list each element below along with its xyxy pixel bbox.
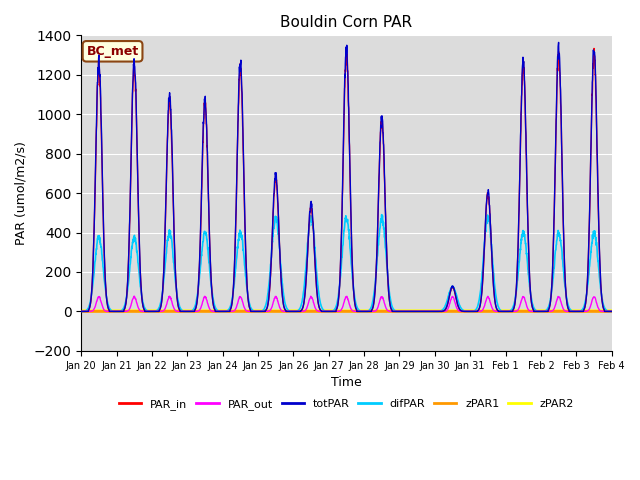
X-axis label: Time: Time bbox=[331, 376, 362, 389]
Text: BC_met: BC_met bbox=[86, 45, 139, 58]
Y-axis label: PAR (umol/m2/s): PAR (umol/m2/s) bbox=[15, 141, 28, 245]
Legend: PAR_in, PAR_out, totPAR, difPAR, zPAR1, zPAR2: PAR_in, PAR_out, totPAR, difPAR, zPAR1, … bbox=[115, 395, 578, 415]
Title: Bouldin Corn PAR: Bouldin Corn PAR bbox=[280, 15, 413, 30]
